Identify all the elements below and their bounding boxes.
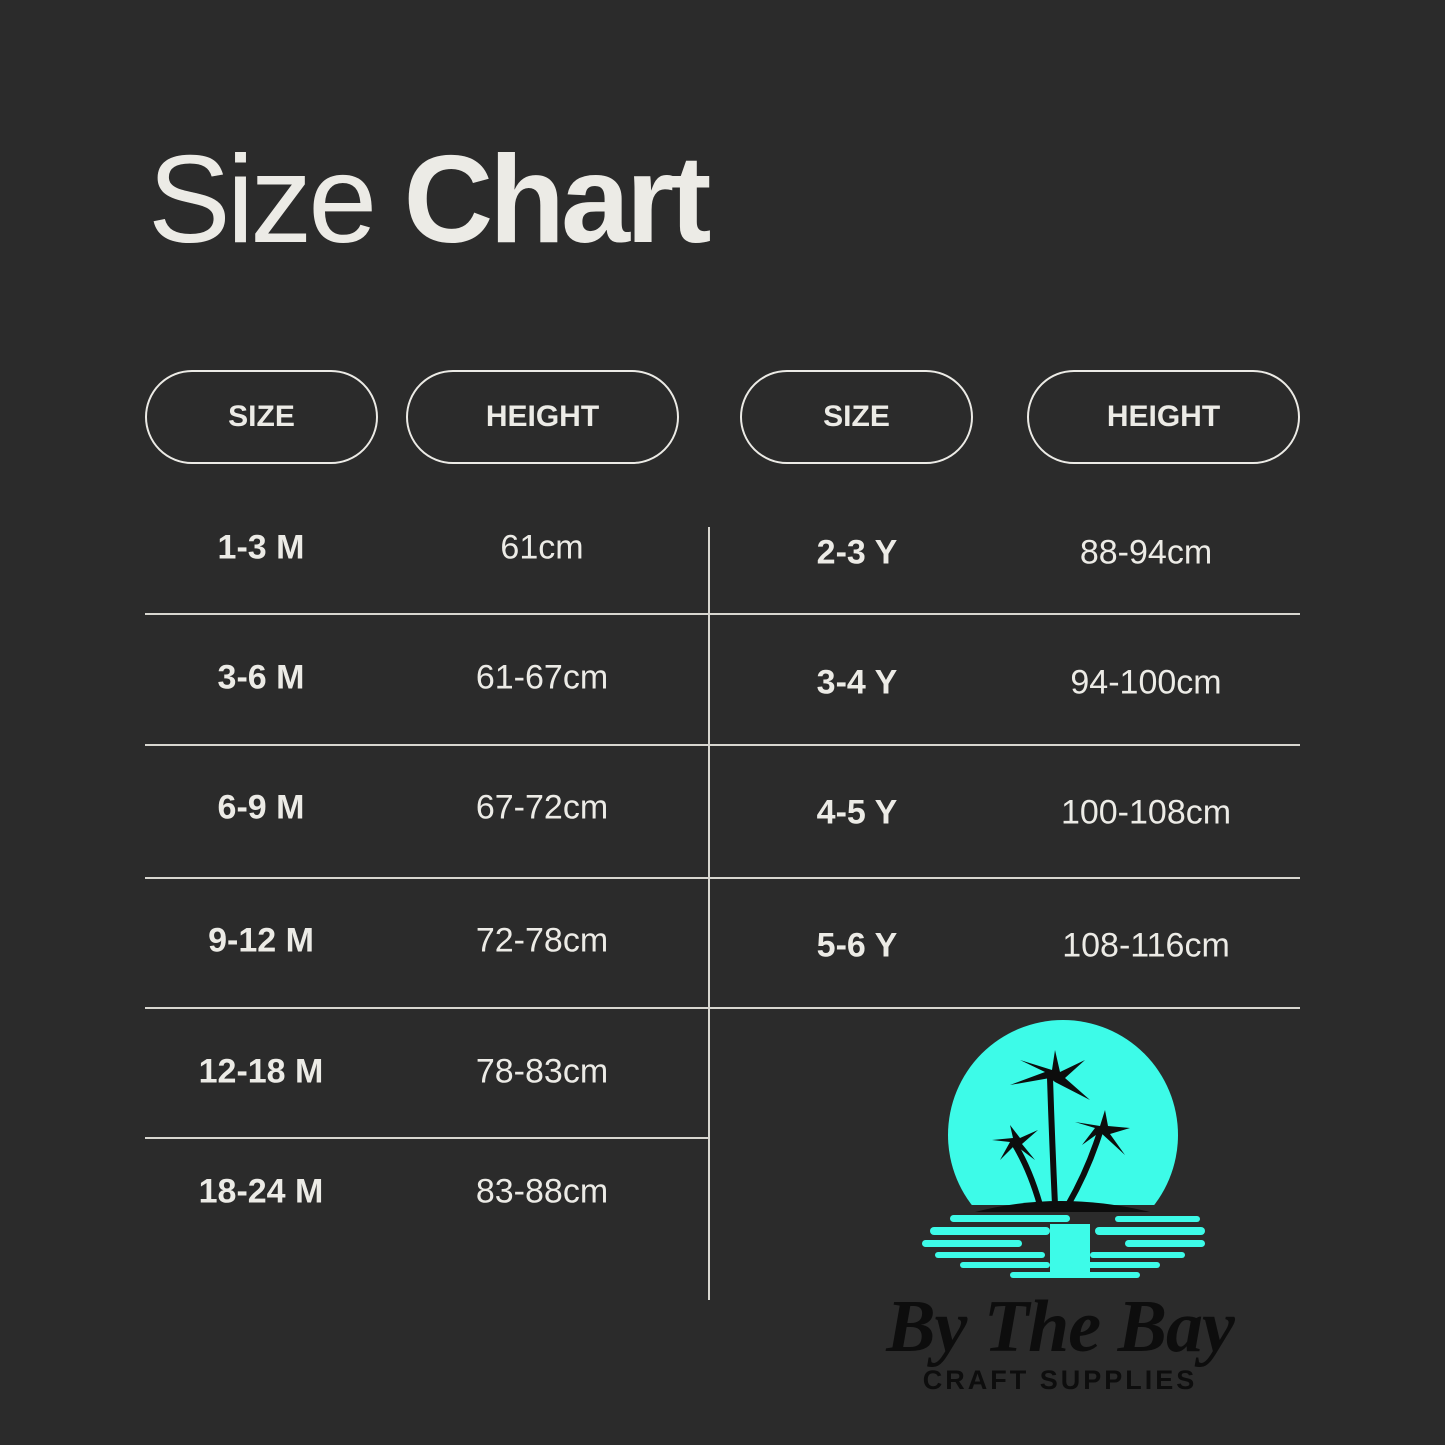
height-cell: 72-78cm (475, 921, 609, 960)
size-cell: 3-6 M (217, 658, 305, 697)
header-height-right: HEIGHT (1027, 370, 1300, 464)
column-divider (708, 527, 710, 1300)
size-cell: 12-18 M (198, 1052, 324, 1091)
row-divider (145, 1137, 709, 1139)
height-cell: 88-94cm (1079, 533, 1213, 572)
row-divider (145, 613, 709, 615)
height-cell: 61-67cm (475, 658, 609, 697)
row-divider (709, 613, 1300, 615)
page-title: Size Chart (148, 138, 711, 262)
height-cell: 83-88cm (475, 1172, 609, 1211)
row-divider (709, 877, 1300, 879)
size-cell: 5-6 Y (816, 926, 898, 965)
height-cell: 94-100cm (1070, 663, 1222, 702)
height-cell: 100-108cm (1060, 793, 1232, 832)
header-height-left: HEIGHT (406, 370, 679, 464)
row-divider (145, 744, 709, 746)
size-cell: 4-5 Y (816, 793, 898, 832)
size-cell: 9-12 M (208, 921, 314, 960)
row-divider (145, 877, 709, 879)
title-bold: Chart (403, 131, 712, 269)
row-divider (709, 744, 1300, 746)
size-cell: 3-4 Y (816, 663, 898, 702)
brand-logo: By The Bay CRAFT SUPPLIES (860, 1010, 1260, 1410)
row-divider (709, 1007, 1300, 1009)
header-size-right: SIZE (740, 370, 973, 464)
height-cell: 67-72cm (475, 788, 609, 827)
height-cell: 61cm (500, 528, 584, 567)
size-cell: 1-3 M (217, 528, 305, 567)
palm-island-icon (920, 1020, 1210, 1305)
height-cell: 78-83cm (475, 1052, 609, 1091)
size-cell: 6-9 M (217, 788, 305, 827)
row-divider (145, 1007, 709, 1009)
size-cell: 18-24 M (198, 1172, 324, 1211)
brand-name: By The Bay (886, 1286, 1235, 1368)
title-light: Size (148, 131, 377, 269)
header-size-left: SIZE (145, 370, 378, 464)
brand-tagline: CRAFT SUPPLIES (922, 1365, 1198, 1395)
height-cell: 108-116cm (1062, 926, 1230, 965)
size-cell: 2-3 Y (816, 533, 898, 572)
